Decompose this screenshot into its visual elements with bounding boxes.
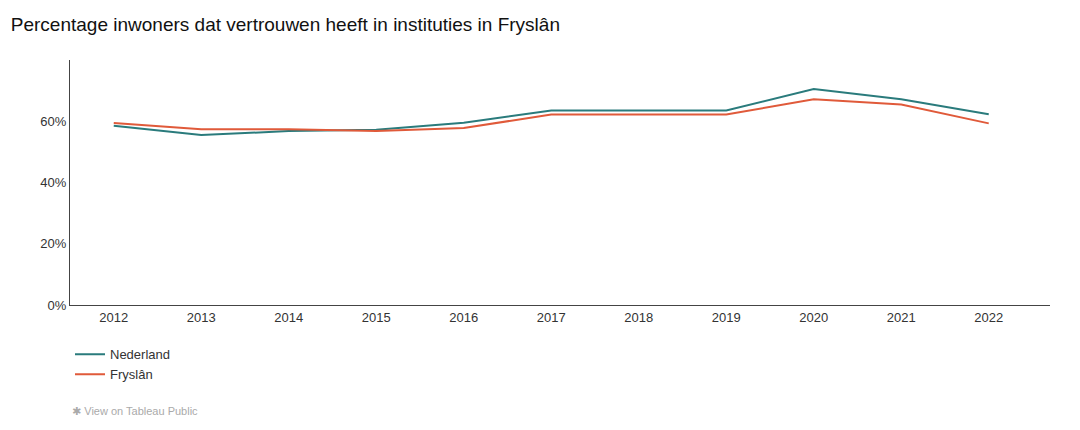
svg-text:✱ View on Tableau Public: ✱ View on Tableau Public: [72, 405, 198, 417]
svg-text:2013: 2013: [187, 310, 216, 325]
svg-text:Percentage inwoners dat vertro: Percentage inwoners dat vertrouwen heeft…: [11, 14, 560, 35]
svg-text:2019: 2019: [712, 310, 741, 325]
svg-text:2012: 2012: [99, 310, 128, 325]
svg-text:20%: 20%: [40, 236, 66, 251]
svg-text:2014: 2014: [274, 310, 303, 325]
svg-text:Fryslân: Fryslân: [110, 367, 153, 382]
svg-text:60%: 60%: [40, 114, 66, 129]
svg-text:2021: 2021: [887, 310, 916, 325]
svg-text:2018: 2018: [624, 310, 653, 325]
svg-text:2016: 2016: [449, 310, 478, 325]
svg-text:2015: 2015: [362, 310, 391, 325]
svg-text:Nederland: Nederland: [110, 347, 170, 362]
svg-text:40%: 40%: [40, 175, 66, 190]
svg-text:0%: 0%: [48, 298, 67, 313]
svg-text:2022: 2022: [974, 310, 1003, 325]
svg-text:2017: 2017: [537, 310, 566, 325]
svg-text:2020: 2020: [799, 310, 828, 325]
